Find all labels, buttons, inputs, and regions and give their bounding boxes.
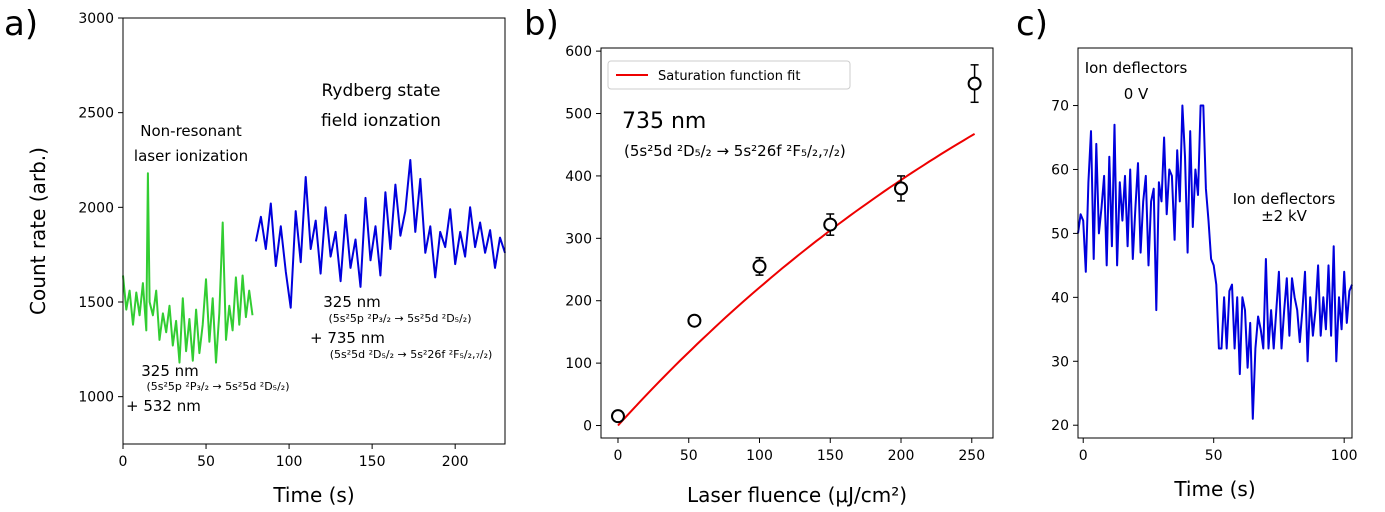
panel-b-xtick-label: 100 bbox=[746, 448, 773, 464]
panel-b-ytick-label: 400 bbox=[565, 169, 592, 185]
panel-c-xtick-label: 50 bbox=[1205, 448, 1223, 464]
blue-second-transition-text: (5s²5d ²D₅/₂ → 5s²26f ²F₅/₂,₇/₂) bbox=[330, 348, 493, 361]
panel-b-xtick-label: 150 bbox=[817, 448, 844, 464]
legend: Saturation function fit bbox=[607, 60, 851, 90]
panel-c-ticks: 0 50 100 20 30 40 50 60 70 bbox=[1051, 99, 1357, 464]
deflectors-on-line1: Ion deflectors bbox=[1233, 190, 1336, 208]
wavelength-label: 735 nm bbox=[622, 109, 706, 134]
panel-c-ytick-label: 20 bbox=[1051, 418, 1069, 434]
deflectors-on-line2: ±2 kV bbox=[1261, 207, 1308, 225]
legend-box bbox=[607, 60, 851, 90]
panel-a-series bbox=[122, 159, 506, 364]
panel-b-points bbox=[610, 64, 982, 424]
panel-a-ytick-label: 1500 bbox=[78, 295, 114, 311]
panel-a-series-blue bbox=[254, 159, 506, 309]
panel-b: b) 0 50 100 150 200 250 0 100 200 300 400 500 600 La… bbox=[524, 4, 994, 507]
data-point bbox=[823, 217, 838, 232]
legend-label: Saturation function fit bbox=[658, 69, 800, 84]
blue-second-wl: + 735 nm bbox=[310, 329, 385, 347]
data-point bbox=[610, 409, 625, 424]
deflectors-off-line2: 0 V bbox=[1124, 85, 1149, 103]
panel-a-ytick-label: 2500 bbox=[78, 106, 114, 122]
panel-c-ytick-label: 40 bbox=[1051, 290, 1069, 306]
panel-c-xtick-label: 0 bbox=[1079, 448, 1088, 464]
panel-b-frame bbox=[600, 47, 994, 439]
panel-a-ticks: 0 50 100 150 200 1000 1500 2000 2500 3000 bbox=[78, 11, 468, 470]
panel-b-xtick-label: 0 bbox=[614, 448, 623, 464]
panel-b-label: b) bbox=[524, 4, 559, 44]
panel-b-ytick-label: 0 bbox=[583, 419, 592, 435]
data-point bbox=[967, 76, 982, 91]
panel-c-ytick-label: 60 bbox=[1051, 162, 1069, 178]
blue-transition-wl: 325 nm bbox=[323, 293, 381, 311]
panel-a-xtick-label: 0 bbox=[119, 454, 128, 470]
panel-c-xtick-label: 100 bbox=[1331, 448, 1358, 464]
panel-a-xtick-label: 100 bbox=[276, 454, 303, 470]
panel-c-ytick-label: 70 bbox=[1051, 99, 1069, 115]
panel-c-ytick-label: 50 bbox=[1051, 226, 1069, 242]
panel-b-xlabel: Laser fluence (μJ/cm²) bbox=[687, 483, 907, 507]
saturation-fit-curve bbox=[617, 133, 976, 427]
panel-a-ytick-label: 3000 bbox=[78, 11, 114, 27]
transition-label: (5s²5d ²D₅/₂ → 5s²26f ²F₅/₂,₇/₂) bbox=[624, 142, 846, 160]
panel-b-xtick-label: 50 bbox=[680, 448, 698, 464]
panel-a-label: a) bbox=[4, 4, 38, 44]
data-point bbox=[687, 313, 702, 328]
nonresonant-label-line2: laser ionization bbox=[134, 147, 248, 165]
panel-b-ytick-label: 200 bbox=[565, 294, 592, 310]
panel-b-ytick-label: 300 bbox=[565, 231, 592, 247]
panel-a-xtick-label: 150 bbox=[359, 454, 386, 470]
panel-a-xtick-label: 50 bbox=[197, 454, 215, 470]
panel-c-ytick-label: 30 bbox=[1051, 354, 1069, 370]
panel-b-ytick-label: 100 bbox=[565, 356, 592, 372]
panel-b-ytick-label: 500 bbox=[565, 107, 592, 123]
panel-c-series bbox=[1077, 104, 1353, 420]
panel-a-ytick-label: 2000 bbox=[78, 200, 114, 216]
panel-c-xlabel: Time (s) bbox=[1173, 477, 1255, 501]
green-transition-wl: 325 nm bbox=[141, 362, 199, 380]
panel-c: c) 0 50 100 20 30 40 50 60 70 Time (s) Ion defle… bbox=[1016, 4, 1358, 501]
panel-a-ytick-label: 1000 bbox=[78, 390, 114, 406]
panel-a-xtick-label: 200 bbox=[442, 454, 469, 470]
data-point bbox=[894, 181, 909, 196]
panel-c-frame bbox=[1077, 47, 1353, 439]
panel-a: a) 0 50 100 150 200 1000 1500 2000 2500 3000 Time… bbox=[4, 4, 506, 507]
panel-b-ytick-label: 600 bbox=[565, 44, 592, 60]
blue-transition-text: (5s²5p ²P₃/₂ → 5s²5d ²D₅/₂) bbox=[329, 312, 472, 325]
panel-a-series-green bbox=[122, 172, 254, 364]
green-second-wl: + 532 nm bbox=[126, 397, 201, 415]
green-transition-text: (5s²5p ²P₃/₂ → 5s²5d ²D₅/₂) bbox=[147, 380, 290, 393]
panel-b-xtick-label: 200 bbox=[888, 448, 915, 464]
panel-a-ylabel: Count rate (arb.) bbox=[26, 147, 50, 315]
panel-c-series-blue bbox=[1077, 104, 1353, 420]
panel-a-frame bbox=[122, 17, 506, 445]
panel-b-fit bbox=[617, 133, 976, 427]
deflectors-off-line1: Ion deflectors bbox=[1085, 59, 1188, 77]
rydberg-label-line1: Rydberg state bbox=[322, 81, 441, 101]
panel-c-label: c) bbox=[1016, 4, 1048, 44]
rydberg-label-line2: field ionzation bbox=[321, 111, 441, 131]
data-point bbox=[752, 259, 767, 274]
panel-b-ticks: 0 50 100 150 200 250 0 100 200 300 400 500 600 bbox=[565, 44, 985, 464]
panel-a-xlabel: Time (s) bbox=[272, 483, 354, 507]
panel-b-xtick-label: 250 bbox=[958, 448, 985, 464]
nonresonant-label-line1: Non-resonant bbox=[140, 122, 242, 140]
